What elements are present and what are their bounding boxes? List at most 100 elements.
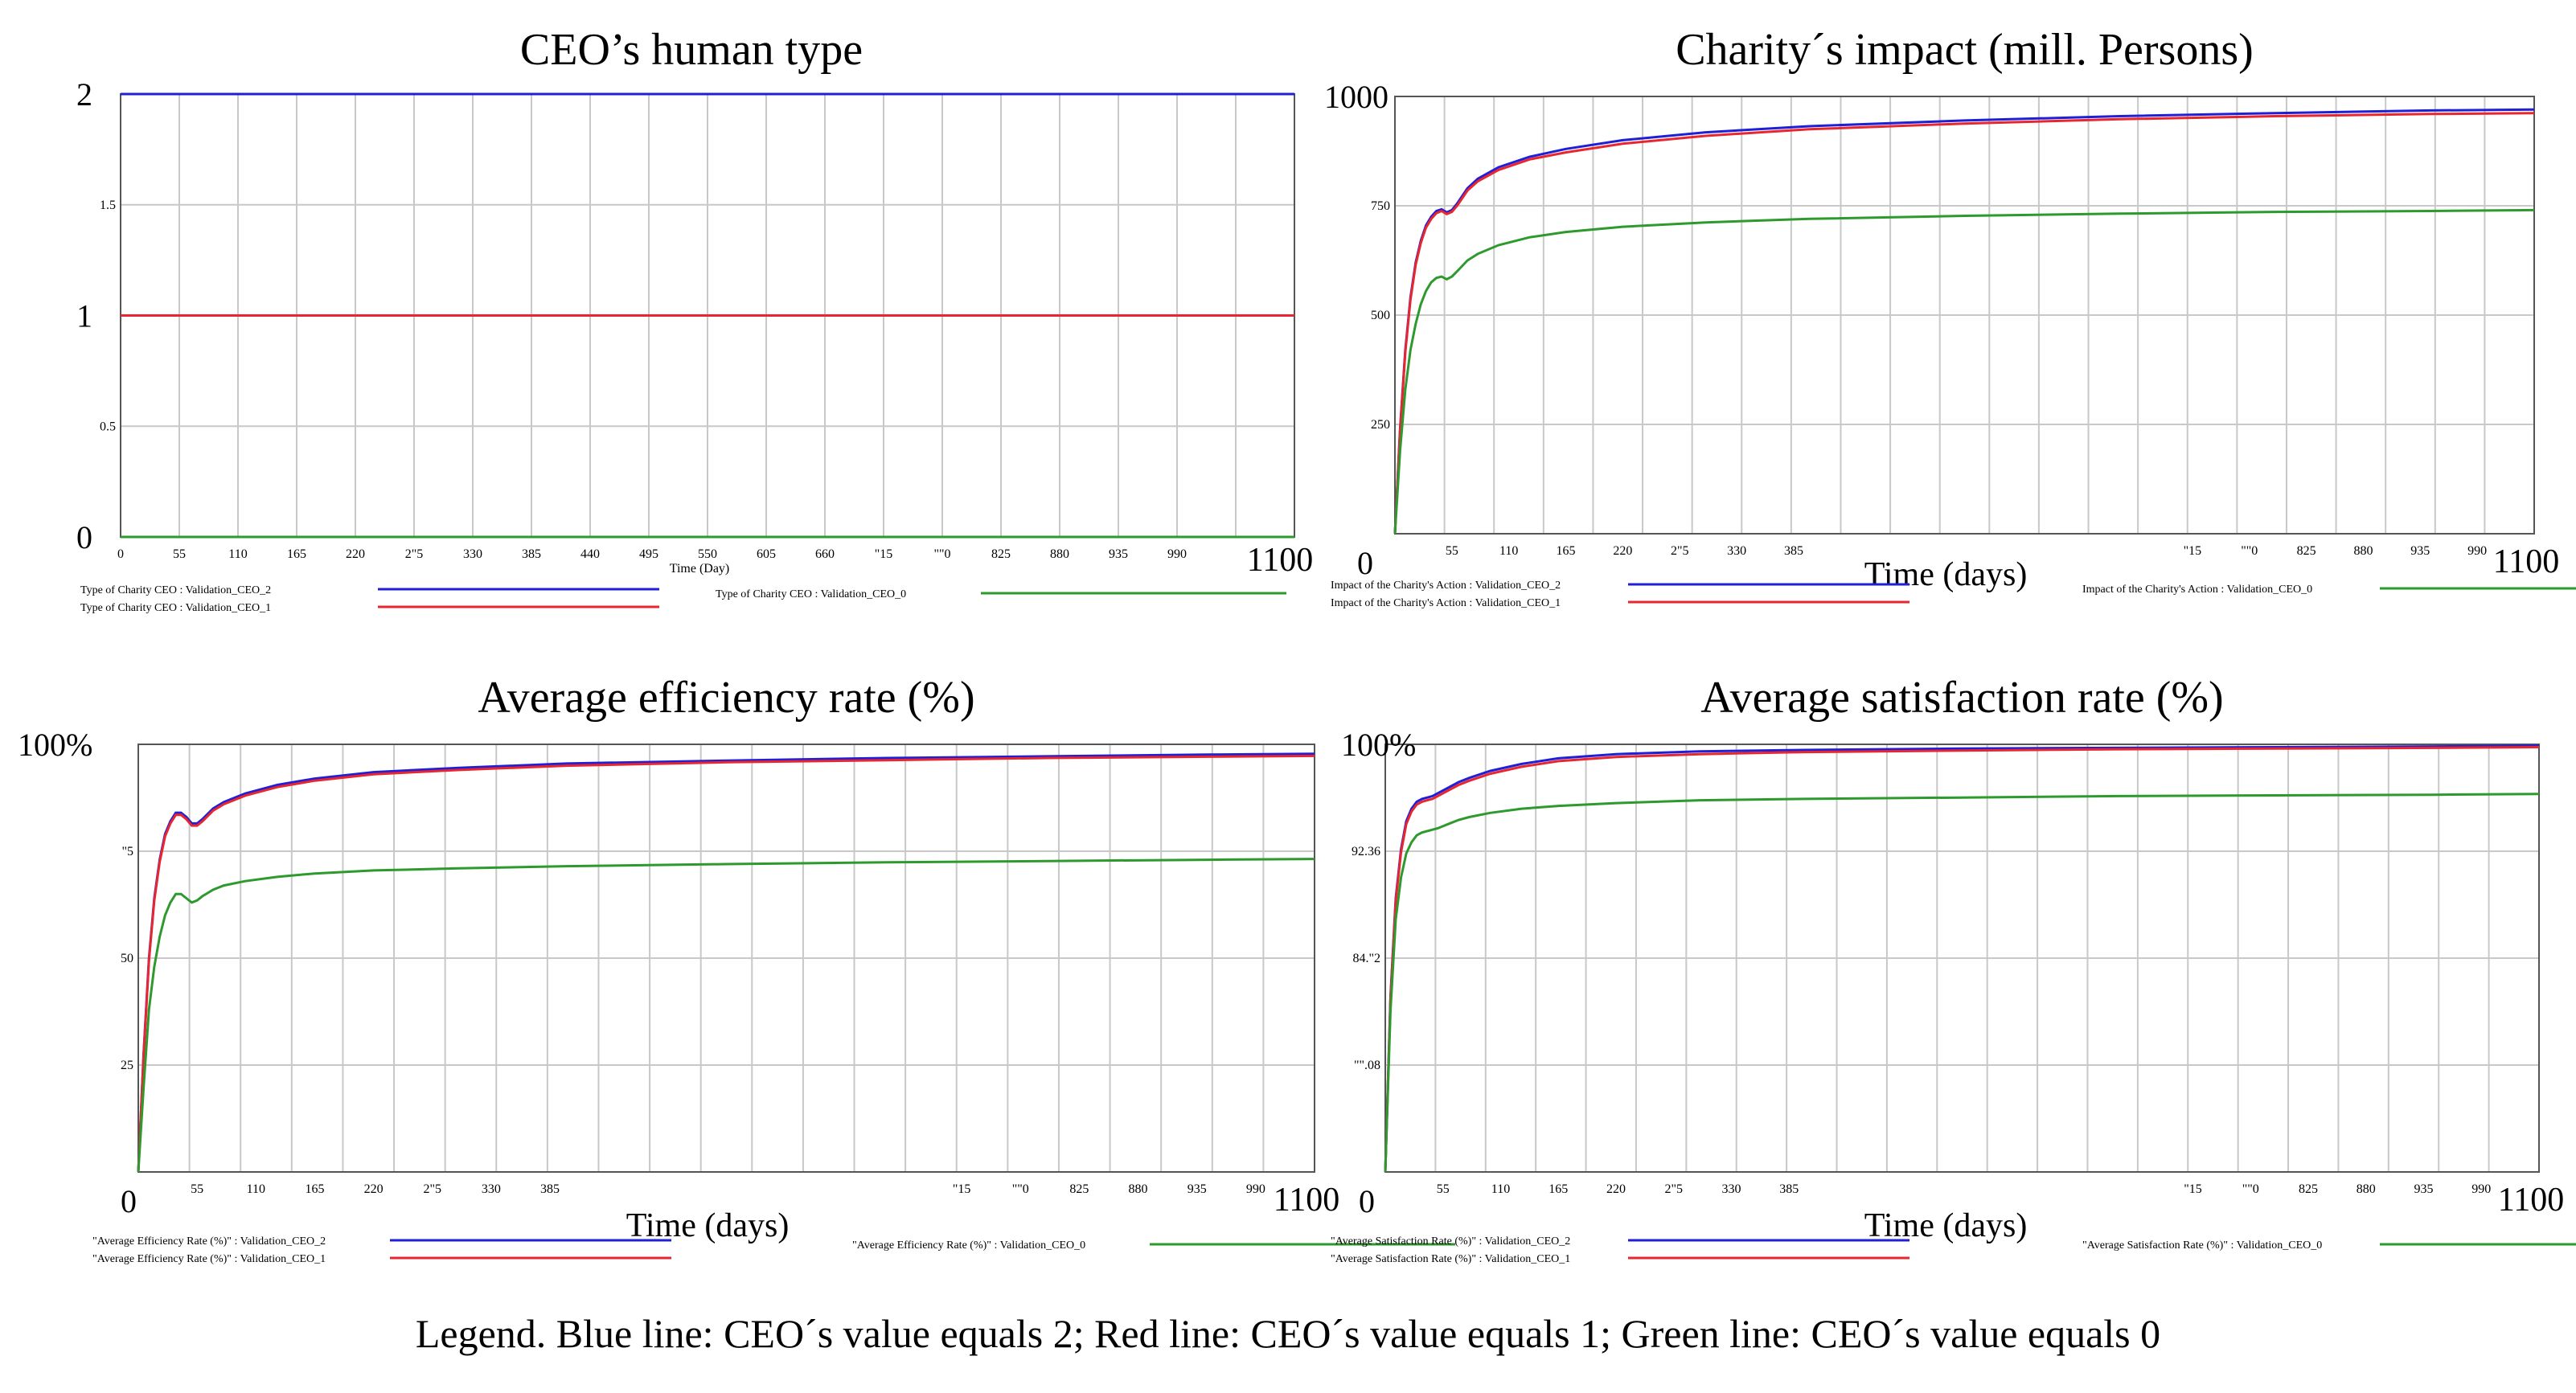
y-tick-label: 25 [121,1059,133,1072]
x-tick-label: 825 [1069,1182,1089,1196]
x-tick-label: 385 [1779,1182,1799,1196]
x-tick-label: 660 [815,547,835,561]
legend-label: Type of Charity CEO : Validation_CEO_0 [716,588,906,600]
x-tick-label: ""0 [1012,1182,1029,1196]
legend-label: "Average Efficiency Rate (%)" : Validati… [852,1239,1085,1252]
legend-label: "Average Satisfaction Rate (%)" : Valida… [1331,1253,1570,1265]
y-tick-label: 250 [1371,418,1390,432]
x-tick-label: 110 [1499,544,1518,558]
x-axis-label: Time (days) [626,1207,790,1244]
x-tick-label: "15 [2184,1182,2202,1196]
chart-title: CEO’s human type [520,25,863,75]
x-tick-label: 110 [247,1182,265,1196]
x-tick-label: 330 [1727,544,1746,558]
x-tick-label: 330 [1722,1182,1741,1196]
x-tick-label: 55 [1437,1182,1450,1196]
chart-title: Average efficiency rate (%) [478,673,974,723]
legend-label: Type of Charity CEO : Validation_CEO_2 [80,584,271,596]
x-tick-label: 385 [522,547,541,561]
x-tick-label: 990 [2471,1182,2491,1196]
x-axis-label: Time (Day) [670,562,730,576]
x-tick-label: 990 [2467,544,2487,558]
legend-label: Impact of the Charity's Action : Validat… [2082,584,2312,596]
x-tick-label: 2"5 [405,547,424,561]
x-tick-label: 220 [1613,544,1632,558]
x-tick-label: 495 [639,547,658,561]
x-tick-label: 825 [2299,1182,2318,1196]
y-tick-label: "".08 [1354,1059,1380,1072]
x-end-label: 1100 [2498,1182,2564,1219]
x-end-label: 1100 [2493,543,2559,580]
x-tick-label: 440 [580,547,600,561]
x-tick-label: 2"5 [1664,1182,1683,1196]
x-tick-label: 330 [482,1182,501,1196]
x-zero-label: 0 [1357,545,1373,581]
legend-label: "Average Satisfaction Rate (%)" : Valida… [1331,1235,1570,1248]
x-tick-label: 2"5 [423,1182,441,1196]
x-tick-label: 110 [228,547,247,561]
x-tick-label: 55 [191,1182,203,1196]
x-end-label: 1100 [1274,1182,1339,1219]
x-tick-label: 935 [1188,1182,1207,1196]
y-tick-label: 0.5 [100,420,116,433]
x-tick-label: 935 [2414,1182,2434,1196]
x-tick-label: 110 [1491,1182,1510,1196]
x-tick-label: 990 [1167,547,1187,561]
legend-label: "Average Efficiency Rate (%)" : Validati… [92,1253,326,1265]
y-tick-label: 1.5 [100,199,116,212]
y-tick-label: 1000 [1324,79,1388,115]
x-tick-label: 880 [2353,544,2373,558]
y-tick-label: 0 [76,519,92,555]
series-line-red [1393,112,2535,535]
x-tick-label: 55 [173,547,186,561]
legend-caption: Legend. Blue line: CEO´s value equals 2;… [415,1311,2161,1356]
series-line-blue [137,752,1315,1173]
x-tick-label: "15 [953,1182,971,1196]
series-line-red [1384,746,2540,1173]
x-tick-label: 165 [305,1182,324,1196]
x-tick-label: ""0 [933,547,950,561]
x-tick-label: 165 [1557,544,1576,558]
y-tick-label: 500 [1371,309,1390,322]
y-tick-label: 100% [18,727,92,763]
x-tick-label: 825 [2297,544,2316,558]
x-axis-label: Time (days) [1864,556,2028,593]
x-tick-label: 880 [1050,547,1069,561]
x-tick-label: 935 [1109,547,1128,561]
chart-title: Charity´s impact (mill. Persons) [1676,25,2254,75]
chart-impact: Charity´s impact (mill. Persons) 1000 750 5… [1324,25,2576,609]
x-axis-label: Time (days) [1864,1207,2028,1244]
x-tick-label: 385 [540,1182,560,1196]
x-tick-label: 220 [1606,1182,1626,1196]
y-tick-label: 50 [121,952,133,965]
legend-label: "Average Satisfaction Rate (%)" : Valida… [2082,1239,2322,1252]
series-line-green [1393,208,2535,535]
x-tick-label: 550 [698,547,717,561]
y-tick-label: "5 [121,845,133,858]
x-tick-label: 990 [1246,1182,1265,1196]
x-tick-label: "15 [875,547,893,561]
y-tick-label: 2 [76,76,92,113]
x-tick-label: 935 [2410,544,2430,558]
x-tick-label: 55 [1446,544,1458,558]
x-tick-label: 605 [757,547,776,561]
y-tick-label: 1 [76,298,92,334]
series-line-green [137,858,1315,1173]
x-tick-label: 0 [117,547,124,561]
y-tick-label: 750 [1371,199,1390,213]
legend-label: "Average Efficiency Rate (%)" : Validati… [92,1235,326,1248]
chart-satisfaction: Average satisfaction rate (%) 100% 92.36 84… [1331,673,2576,1265]
plot-frame [1384,744,2540,1173]
legend-label: Impact of the Charity's Action : Validat… [1331,580,1561,592]
chart-title: Average satisfaction rate (%) [1700,673,2223,723]
x-tick-label: 330 [463,547,482,561]
chart-human-type: CEO’s human type 2 1.5 1 0.5 0 0 55 110 165 220 2"5… [76,25,1313,614]
x-tick-label: 220 [346,547,365,561]
x-zero-label: 0 [1359,1183,1375,1219]
x-tick-label: "15 [2184,544,2202,558]
y-tick-label: 92.36 [1352,845,1380,858]
legend-label: Type of Charity CEO : Validation_CEO_1 [80,602,271,614]
plot-frame [1394,96,2535,535]
x-end-label: 1100 [1247,542,1313,579]
